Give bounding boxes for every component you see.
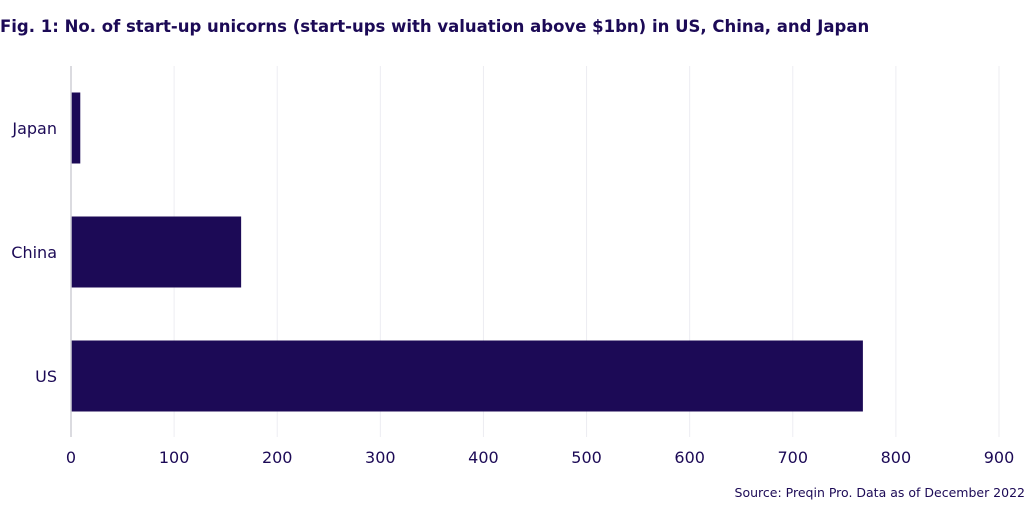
category-label-china: China [11, 243, 57, 262]
x-tick-label: 700 [778, 448, 809, 467]
category-label-japan: Japan [11, 119, 57, 138]
category-labels: Japan China US [11, 119, 57, 386]
bar-japan [71, 92, 81, 164]
x-tick-label: 400 [468, 448, 499, 467]
x-tick-label: 600 [674, 448, 705, 467]
x-tick-label: 900 [984, 448, 1015, 467]
source-note: Source: Preqin Pro. Data as of December … [734, 485, 1025, 500]
x-tick-label: 800 [881, 448, 912, 467]
category-label-us: US [35, 367, 57, 386]
x-tick-label: 300 [365, 448, 396, 467]
bars [71, 92, 863, 412]
x-tick-label: 200 [262, 448, 293, 467]
chart-title: Fig. 1: No. of start-up unicorns (start-… [0, 17, 870, 36]
x-axis-tick-labels: 0 100 200 300 400 500 600 700 800 900 [66, 448, 1014, 467]
bar-us [71, 340, 863, 412]
x-tick-label: 0 [66, 448, 76, 467]
x-tick-label: 500 [571, 448, 602, 467]
x-tick-label: 100 [159, 448, 190, 467]
bar-china [71, 216, 242, 288]
